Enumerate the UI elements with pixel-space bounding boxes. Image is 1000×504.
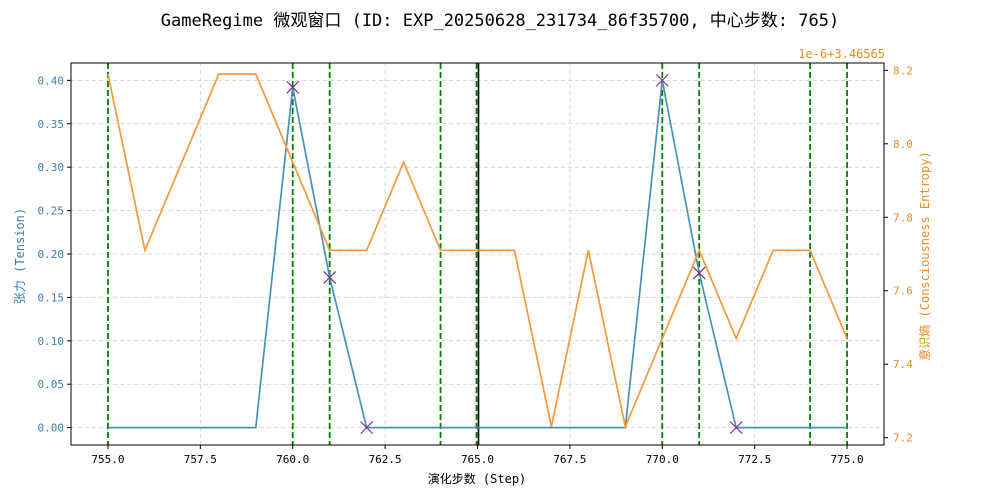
x-tick-label: 757.5 (184, 453, 217, 466)
y-right-tick-label: 7.2 (893, 432, 913, 445)
event-marker-stroke (286, 80, 300, 94)
y-left-tick-label: 0.30 (38, 161, 65, 174)
event-marker (692, 266, 706, 280)
y-right-tick-label: 7.6 (893, 285, 913, 298)
y-right-tick-label: 8.2 (893, 64, 913, 77)
event-marker-stroke (692, 266, 706, 280)
chart-title: GameRegime 微观窗口 (ID: EXP_20250628_231734… (161, 11, 839, 31)
y-left-tick-label: 0.40 (38, 74, 65, 87)
event-marker (286, 80, 300, 94)
x-tick-label: 775.0 (830, 453, 863, 466)
y-left-tick-label: 0.00 (38, 422, 65, 435)
event-marker-stroke (729, 421, 743, 435)
x-axis-label: 演化步数 (Step) (428, 471, 527, 486)
y-left-tick-label: 0.05 (38, 378, 65, 391)
y-axis-right-label: 意识熵 (Consciousness Entropy) (917, 151, 932, 360)
event-marker (323, 271, 337, 284)
y-left-tick-label: 0.35 (38, 118, 65, 131)
y-right-tick-label: 8.0 (893, 138, 913, 151)
y-left-tick-label: 0.25 (38, 205, 65, 218)
right-axis-offset-label: 1e-6+3.46565 (798, 47, 885, 61)
y-right-tick-label: 7.4 (893, 358, 913, 371)
event-marker (655, 73, 669, 87)
y-left-tick-label: 0.10 (38, 335, 65, 348)
x-tick-label: 767.5 (553, 453, 586, 466)
event-marker (729, 421, 743, 435)
x-tick-label: 772.5 (738, 453, 771, 466)
x-tick-label: 760.0 (276, 453, 309, 466)
event-marker-stroke (323, 271, 337, 284)
event-marker-stroke (655, 73, 669, 87)
tension-series-line (107, 80, 848, 429)
y-left-tick-label: 0.20 (38, 248, 65, 261)
event-marker (360, 421, 374, 435)
x-tick-label: 762.5 (369, 453, 402, 466)
x-tick-label: 755.0 (91, 453, 124, 466)
entropy-series-line (107, 73, 848, 430)
x-tick-label: 770.0 (646, 453, 679, 466)
y-left-tick-label: 0.15 (38, 291, 65, 304)
y-axis-left-label: 张力 (Tension) (13, 208, 27, 304)
plot-area: 755.0 757.5 760.0 762.5 765.0 767.5 770.0 772.5… (38, 62, 913, 466)
y-right-tick-label: 7.8 (893, 211, 913, 224)
event-marker-stroke (360, 421, 374, 435)
x-tick-label: 765.0 (461, 453, 494, 466)
